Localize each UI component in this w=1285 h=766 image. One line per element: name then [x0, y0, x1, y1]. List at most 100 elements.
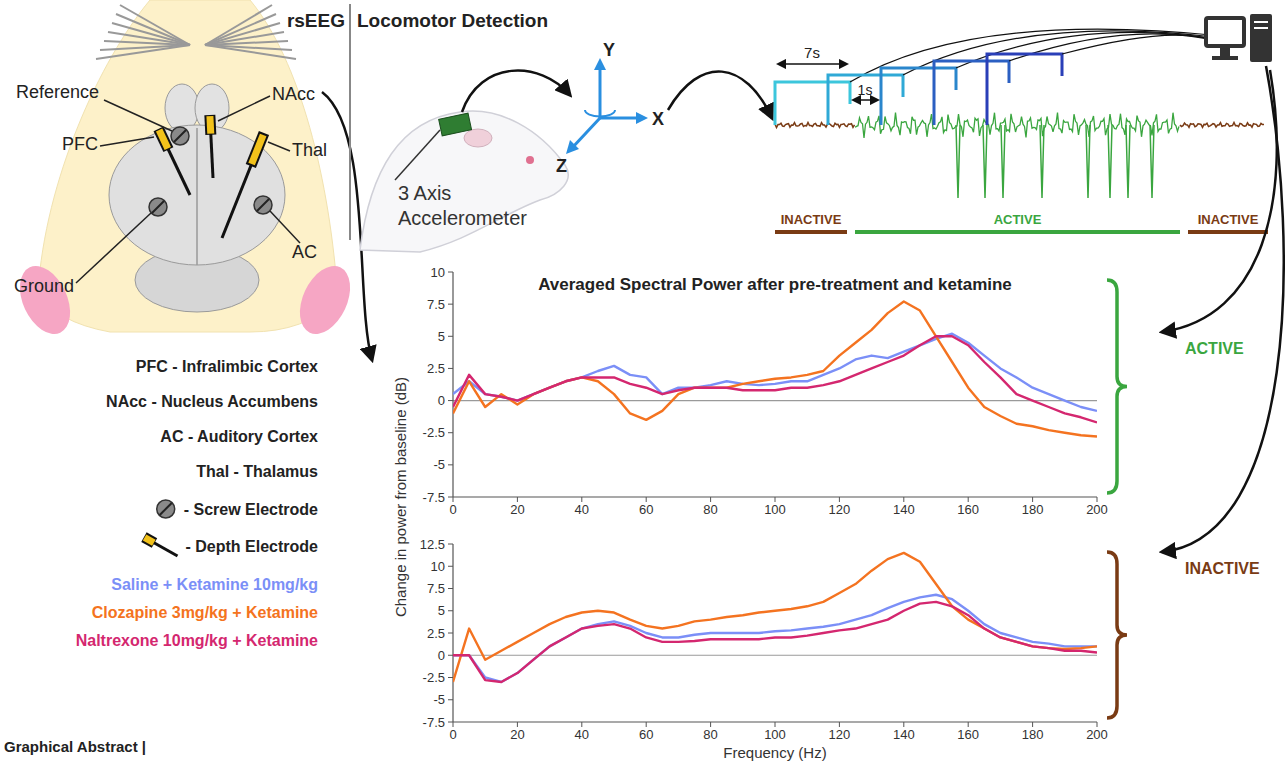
trace-inactive [775, 123, 855, 128]
x-tick-label: 80 [703, 502, 717, 517]
label-line: Accelerometer [398, 207, 527, 229]
label: 7s [804, 44, 820, 61]
x-axis-title: Frequency (Hz) [723, 744, 826, 761]
y-tick [448, 464, 453, 465]
chart-title: Averaged Spectral Power after pre-treatm… [538, 275, 1012, 294]
series-line [453, 595, 1097, 682]
label: Reference [16, 82, 99, 102]
label: Z [556, 156, 567, 176]
x-tick-label: 200 [1086, 502, 1108, 517]
axis-z [572, 118, 600, 148]
legend-entry: Naltrexone 10mg/kg + Ketamine [76, 632, 318, 649]
legend-entry: Clozapine 3mg/kg + Ketamine [92, 604, 318, 621]
screw-electrode [157, 500, 175, 518]
x-tick-label: 160 [957, 727, 979, 742]
x-tick-label: 120 [829, 502, 851, 517]
leader-line [270, 211, 300, 243]
y-tick-label: -2.5 [423, 425, 445, 440]
state-label: ACTIVE [1185, 340, 1244, 357]
whisker [104, 41, 190, 45]
plot-area [453, 553, 1097, 682]
screw-slot [257, 199, 269, 211]
x-tick-label: 100 [764, 502, 786, 517]
whisker [205, 14, 276, 45]
x-tick-label: 40 [575, 502, 589, 517]
y-tick [448, 272, 453, 273]
label-line: 3 Axis [398, 182, 451, 204]
y-tick-label: 5 [438, 603, 445, 618]
label: INACTIVE [1198, 212, 1259, 227]
footer: Graphical Abstract | [4, 738, 146, 755]
axis-y [599, 66, 602, 118]
label: AC [292, 242, 317, 262]
depth-connector [204, 115, 216, 135]
window-bracket [881, 68, 956, 125]
y-tick-label: 2.5 [427, 361, 445, 376]
trace-spike [983, 125, 987, 198]
x-tick-label: 180 [1022, 502, 1044, 517]
y-tick [448, 588, 453, 589]
y-tick [448, 633, 453, 634]
rat-ear [464, 129, 492, 147]
computer-monitor [1206, 18, 1244, 46]
y-axis-title: Change in power from baseline (dB) [392, 377, 409, 617]
state-bar [1188, 230, 1268, 234]
y-tick [448, 400, 453, 401]
screw-slot [174, 130, 186, 142]
plot-area [453, 302, 1097, 437]
x-tick-label: 140 [893, 502, 915, 517]
y-tick [448, 544, 453, 545]
series-line [453, 334, 1097, 411]
x-tick-label: 100 [764, 727, 786, 742]
x-tick-label: 20 [510, 727, 524, 742]
window-bracket [987, 54, 1062, 125]
y-tick-label: 0 [438, 648, 445, 663]
state-label: INACTIVE [1185, 560, 1260, 577]
y-tick [448, 336, 453, 337]
computer-detail [1254, 21, 1268, 23]
flow-arrow [1162, 70, 1277, 332]
x-tick-label: 60 [639, 502, 653, 517]
label: PFC - Infralimbic Cortex [136, 358, 318, 375]
y-tick-label: 10 [431, 265, 445, 280]
trace-spike [1108, 125, 1112, 198]
y-tick-label: 2.5 [427, 626, 445, 641]
canvas: ReferencePFCNAccThalGroundACPFC - Infral… [0, 0, 1285, 766]
series-line [453, 553, 1097, 682]
y-tick [448, 722, 453, 723]
x-tick-label: 0 [449, 727, 456, 742]
depth-connector [159, 130, 168, 148]
window-bracket [828, 75, 903, 125]
trace-spike [1126, 125, 1130, 198]
x-tick-label: 180 [1022, 727, 1044, 742]
window-link [850, 29, 1222, 82]
window-bracket [775, 82, 850, 125]
divider [349, 4, 351, 240]
whisker [96, 45, 190, 59]
label: rsEEG [287, 10, 345, 31]
label: - Screw Electrode [184, 501, 318, 518]
depth-connector [252, 135, 264, 164]
screw-electrode [254, 196, 272, 214]
y-tick-label: 0 [438, 393, 445, 408]
leader-line [76, 213, 151, 283]
screw-slot [160, 503, 172, 515]
y-tick-label: 10 [431, 559, 445, 574]
trace-spike [1086, 125, 1090, 198]
label: INACTIVE [781, 212, 842, 227]
leader-line [395, 130, 440, 180]
accelerometer [439, 113, 472, 136]
y-tick [448, 610, 453, 611]
x-tick-label: 120 [829, 727, 851, 742]
window-link [1062, 35, 1222, 54]
trace-spike [1040, 125, 1044, 198]
window-link [956, 32, 1222, 68]
y-tick-label: -2.5 [423, 670, 445, 685]
computer-stand [1220, 48, 1230, 56]
rotation [585, 110, 615, 116]
y-tick [448, 304, 453, 305]
midline [196, 128, 198, 265]
label: Ground [14, 276, 74, 296]
ear [10, 258, 80, 342]
whisker [116, 14, 190, 45]
